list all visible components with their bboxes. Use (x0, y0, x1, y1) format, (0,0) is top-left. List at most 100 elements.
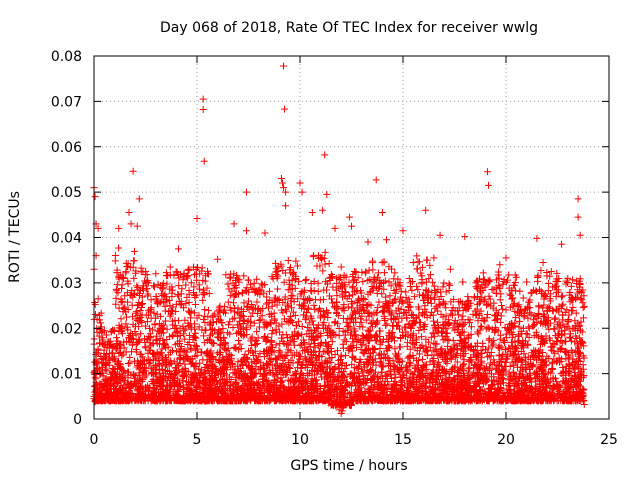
data-point (299, 302, 307, 310)
data-point (115, 349, 123, 357)
data-point (215, 397, 223, 405)
data-point (263, 394, 271, 402)
data-point (375, 298, 383, 306)
data-point (369, 257, 377, 265)
data-point (349, 291, 357, 299)
data-point (263, 293, 271, 301)
data-point (279, 309, 287, 317)
data-point (175, 297, 183, 305)
data-point (163, 325, 171, 333)
data-point (167, 357, 175, 365)
data-point (149, 350, 157, 358)
data-point (222, 379, 230, 387)
data-point (130, 257, 138, 265)
data-point (147, 370, 155, 378)
data-point (175, 347, 183, 355)
data-point (240, 377, 248, 385)
data-point (212, 394, 220, 402)
data-point (156, 360, 164, 368)
data-point (261, 281, 269, 289)
data-point (175, 397, 183, 405)
data-point (249, 368, 257, 376)
data-point (156, 334, 164, 342)
data-point (324, 357, 332, 365)
data-point (222, 340, 229, 348)
data-point (181, 335, 189, 343)
data-point (277, 334, 285, 342)
data-point (224, 298, 232, 306)
data-point (465, 368, 473, 376)
data-point (301, 316, 309, 324)
data-point (275, 296, 283, 304)
data-point (94, 358, 102, 366)
data-point (99, 356, 107, 364)
data-point (413, 265, 421, 273)
data-point (159, 285, 167, 293)
data-point (137, 330, 145, 338)
data-point (163, 280, 171, 288)
data-point (266, 354, 274, 362)
data-point (229, 361, 237, 369)
data-point (226, 330, 234, 338)
data-point (264, 304, 272, 312)
data-point (187, 345, 195, 353)
data-point (209, 313, 217, 321)
data-point (174, 290, 182, 298)
data-point (357, 345, 365, 353)
data-point (132, 331, 140, 339)
data-point (102, 331, 110, 339)
data-point (289, 359, 297, 367)
data-point (321, 260, 329, 268)
data-point (91, 298, 99, 306)
data-point (182, 352, 190, 360)
data-point (288, 331, 296, 339)
data-point (209, 352, 217, 360)
data-point (308, 354, 316, 362)
data-point (257, 280, 265, 288)
data-point (139, 375, 147, 383)
data-point (320, 286, 328, 294)
data-point (123, 323, 131, 331)
data-point (272, 326, 280, 334)
data-point (251, 304, 259, 312)
data-point (253, 298, 261, 306)
data-point (250, 319, 258, 327)
data-point (245, 306, 253, 314)
data-point (158, 375, 166, 383)
data-point (255, 378, 263, 386)
data-point (228, 287, 236, 295)
data-point (212, 386, 220, 394)
data-point (209, 388, 217, 396)
data-point (196, 370, 204, 378)
data-point (270, 376, 278, 384)
data-point (154, 298, 162, 306)
data-point (152, 336, 160, 344)
data-point (304, 305, 312, 313)
data-point (256, 350, 264, 358)
data-point (314, 279, 322, 287)
data-point (147, 314, 155, 322)
data-point (157, 393, 165, 401)
data-point (101, 396, 109, 404)
data-point (301, 277, 309, 285)
data-point (242, 287, 250, 295)
data-point (320, 319, 328, 327)
data-point (315, 347, 323, 355)
data-point (167, 396, 175, 404)
data-point (369, 266, 377, 274)
data-point (316, 296, 324, 304)
data-point (253, 310, 261, 318)
data-point (237, 385, 245, 393)
data-point (320, 382, 328, 390)
data-point (115, 244, 123, 252)
data-point (114, 389, 122, 397)
data-point (180, 304, 188, 312)
data-point (174, 386, 182, 394)
data-point (207, 357, 215, 365)
data-point (244, 276, 252, 284)
data-point (244, 303, 252, 311)
data-point (177, 342, 185, 350)
data-point (267, 348, 275, 356)
data-point (263, 322, 271, 330)
data-point (150, 364, 158, 372)
